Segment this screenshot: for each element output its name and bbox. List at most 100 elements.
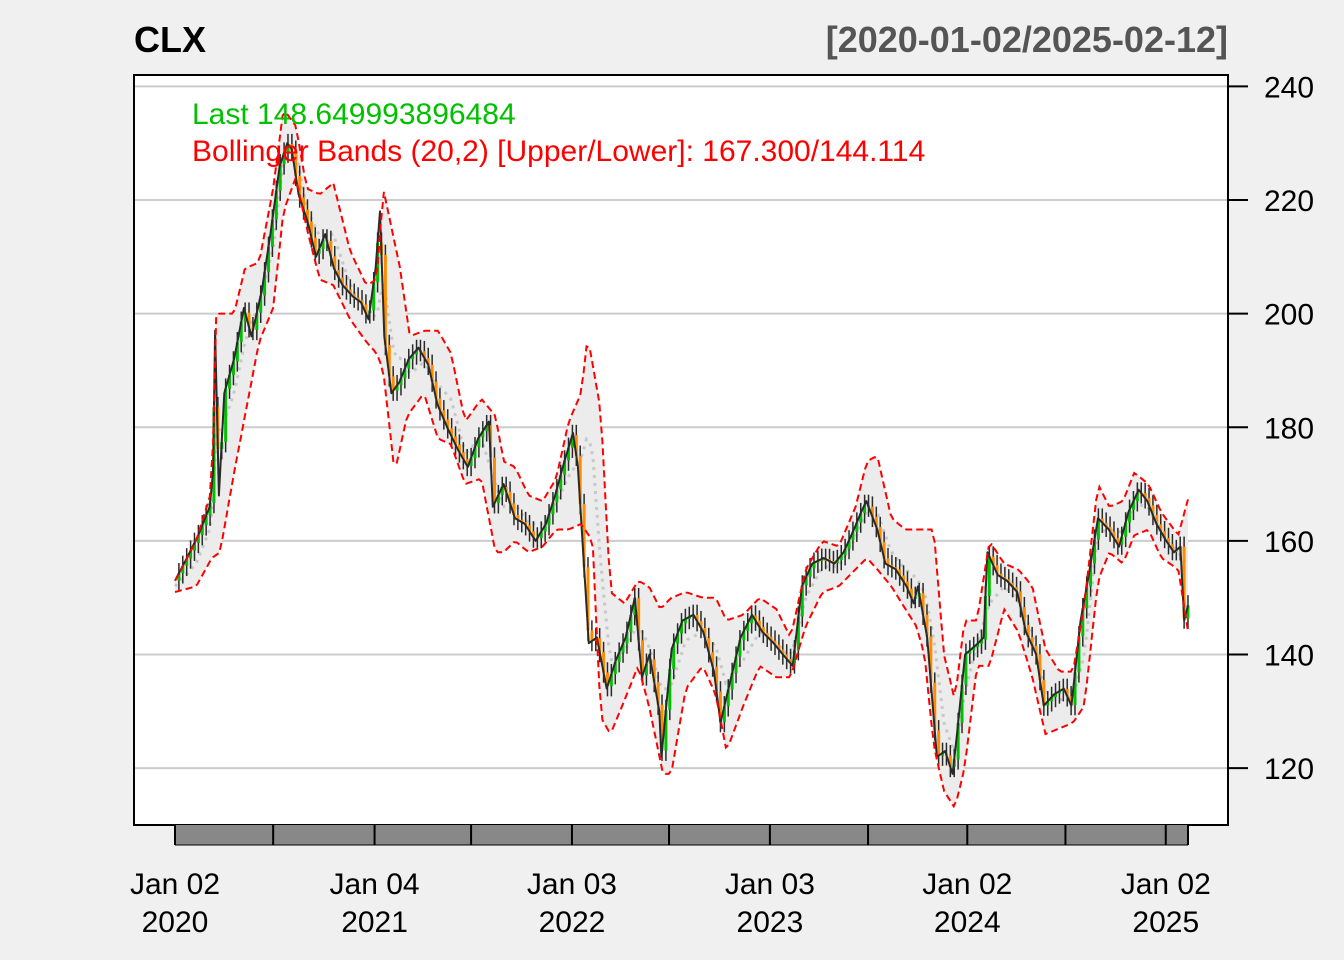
candle-up [1096,518,1100,540]
candle-up [543,525,547,532]
candle-up [726,689,730,707]
candle-down [1143,493,1147,499]
x-tick-label-year: 2020 [142,906,209,939]
candle-down [937,730,941,756]
candle-down [1167,537,1171,545]
candle-down [1042,680,1046,706]
candle-down [789,658,793,664]
candle-down [605,672,609,687]
candle-down [1100,518,1104,523]
candle-up [235,342,239,362]
bollinger-bands [173,112,1190,807]
candle-down [1026,624,1030,638]
candle-up [722,706,726,723]
x-tick-label-year: 2023 [737,906,804,939]
candle-up [594,638,598,642]
candle-up [563,460,567,475]
candle-down [1147,498,1151,506]
candle-down [574,435,578,456]
close-line [174,142,1189,775]
candle-down [1163,531,1167,538]
candle-up [485,425,489,432]
x-tick-label-year: 2024 [934,906,1001,939]
candle-down [781,649,785,655]
candle-down [528,525,532,532]
candle-up [395,385,399,391]
candle-down [995,565,999,574]
candle-down [878,527,882,542]
candle-up [668,669,672,710]
candle-down [582,504,586,568]
candle-down [1034,645,1038,655]
x-tick-label: Jan 04 [330,868,420,901]
candle-down [870,506,874,517]
candle-up [559,474,563,490]
candle-up [987,556,991,597]
candle-up [411,354,415,360]
band-fill [175,112,1188,807]
candle-up [177,573,181,581]
candle-up [843,548,847,556]
legend-last-value: Last 148.649993896484 [192,98,516,131]
candle-down [656,682,660,705]
candle-down [305,209,309,222]
candle-down [637,598,641,641]
candle-down [531,531,535,538]
candle-up [208,503,212,516]
candle-down [586,567,590,631]
candle-up [980,639,984,644]
candle-down [383,254,387,345]
candle-up [1135,492,1139,502]
candle-down [1170,544,1174,551]
candle-up [185,558,189,566]
candle-up [224,388,228,443]
candle-down [715,666,719,692]
candle-up [976,643,980,648]
candle-down [785,654,789,659]
candle-up [481,431,485,438]
candle-down [761,627,765,633]
candle-down [450,428,454,437]
candle-down [699,621,703,628]
candle-up [672,643,676,670]
candle-up [200,525,204,536]
x-tick-label-year: 2022 [539,906,606,939]
candle-down [457,444,461,453]
candle-up [1073,672,1077,706]
candle-down [461,452,465,460]
candle-down [387,344,391,377]
candle-up [617,652,621,663]
candle-up [683,618,687,624]
middle-band-line [173,149,1190,756]
candle-up [676,633,680,644]
candle-up [270,219,274,247]
candle-down [1151,505,1155,515]
candle-up [863,504,867,514]
candle-down [703,627,707,638]
candle-up [407,359,411,369]
candle-up [742,631,746,641]
candle-down [309,221,313,238]
candle-down [516,515,520,520]
upper-band-line [174,110,1189,696]
y-tick-label: 160 [1264,526,1314,559]
candle-down [754,615,758,621]
candle-down [422,351,426,358]
candle-down [508,491,512,504]
x-tick-label: Jan 02 [1121,868,1211,901]
candle-down [905,581,909,589]
candle-up [539,531,543,539]
candle-up [746,623,750,632]
candle-down [430,364,434,382]
candle-down [757,620,761,628]
candle-up [956,722,960,760]
candle-up [609,674,613,687]
candle-down [660,704,664,751]
x-axis: Jan 02 2020 Jan 04 2021 Jan 03 2022 Jan 03 2023… [130,825,1211,939]
candle-up [680,623,683,634]
candle-down [1108,526,1112,532]
candle-down [492,457,496,504]
candle-up [547,514,551,526]
candle-up [800,585,804,617]
y-tick-label: 120 [1264,753,1314,786]
